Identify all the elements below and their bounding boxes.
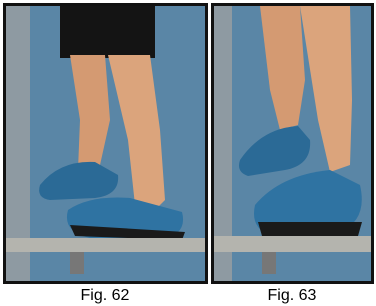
sole [258,222,362,236]
page: {"figures": [{"caption": "Fig. 62"}, {"c… [0,0,376,306]
caption: Fig. 63 [268,287,317,304]
shorts [60,6,155,58]
platform [6,238,205,252]
platform [214,236,371,252]
photo-left [3,3,208,284]
wheel [70,252,84,274]
figure-pair: Fig. 62 Fig. 63 [0,0,376,306]
wheel [262,252,276,274]
caption: Fig. 62 [81,287,130,304]
photo-right [211,3,374,284]
